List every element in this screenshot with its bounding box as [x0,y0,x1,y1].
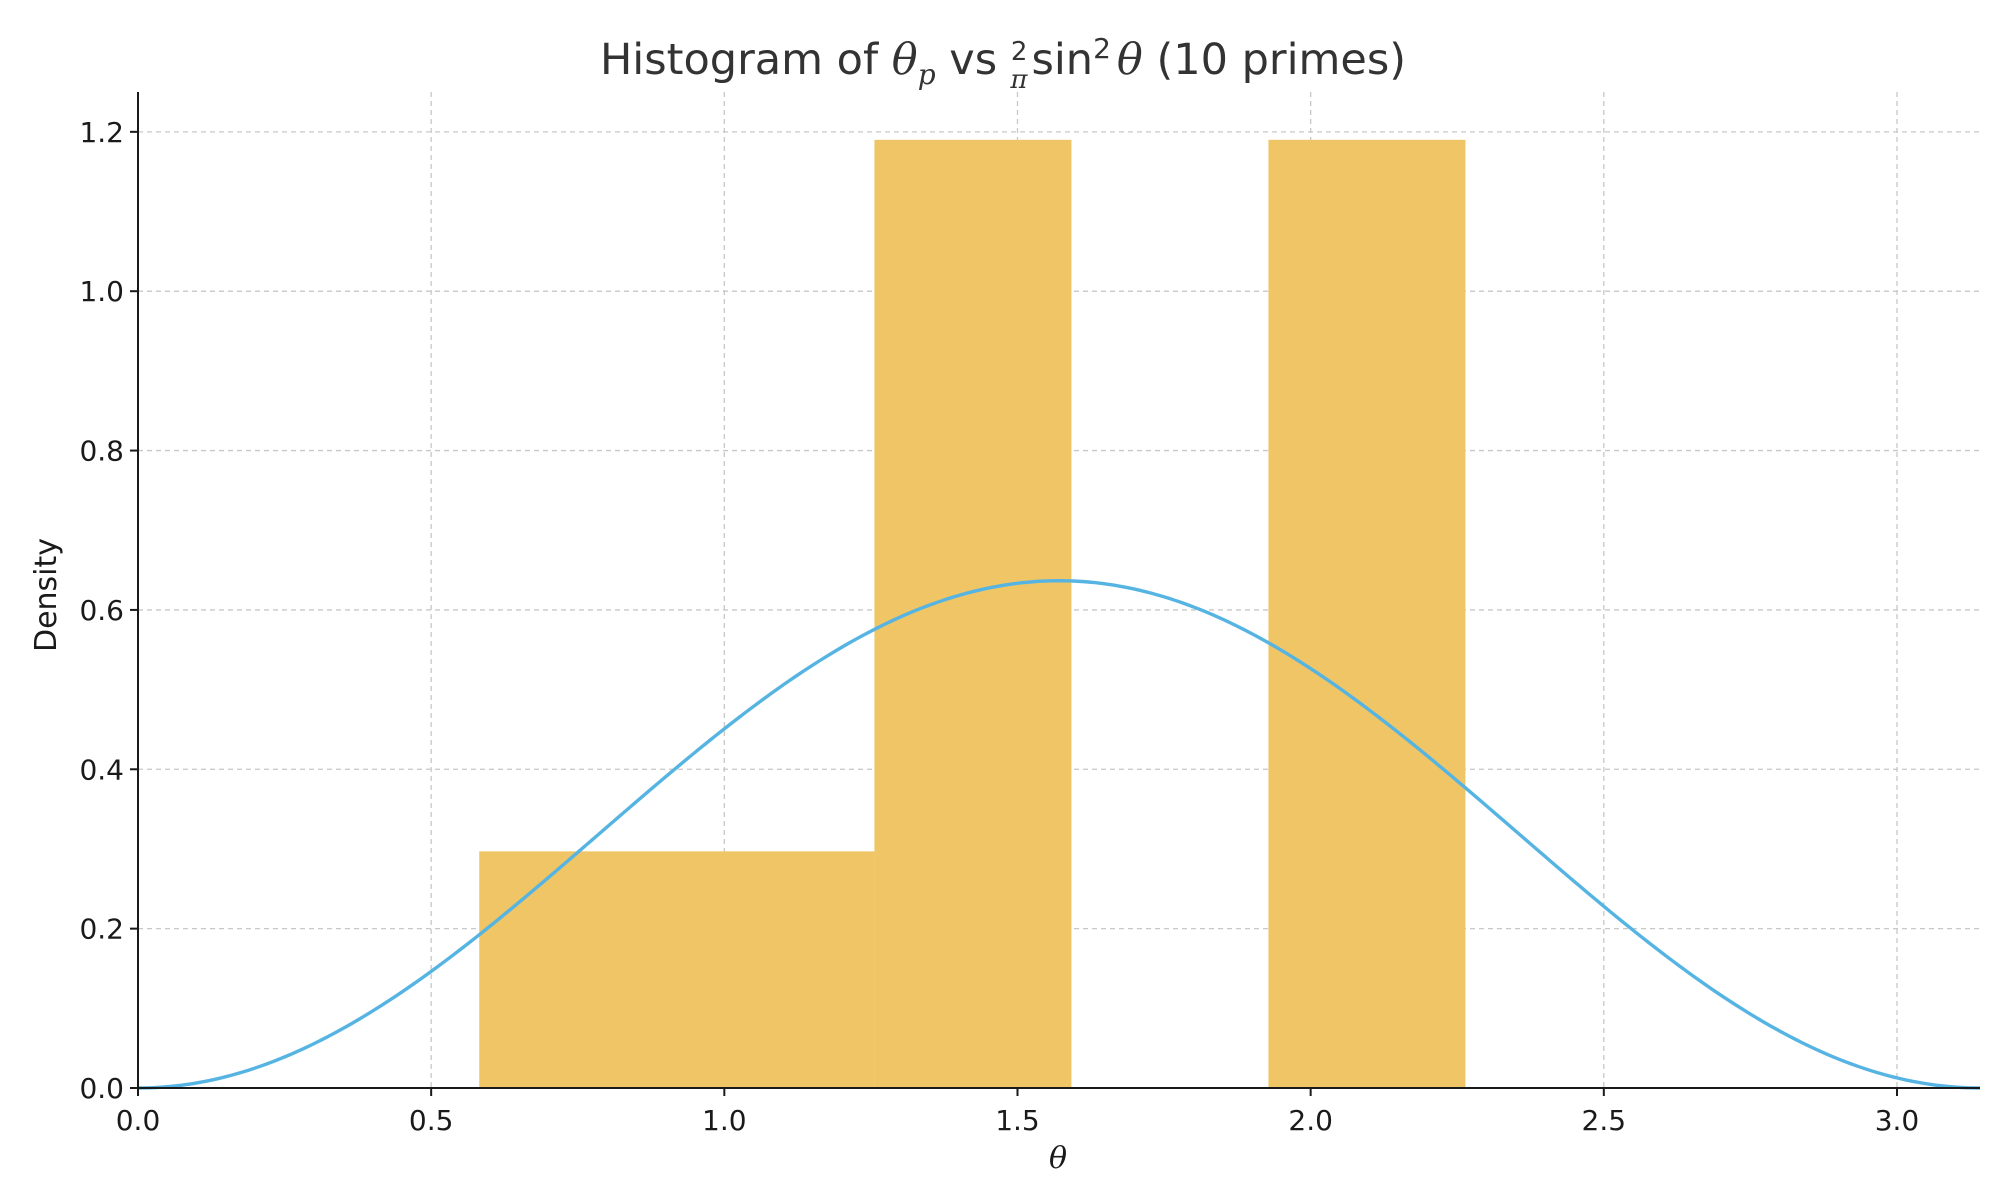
title-sin: sin [1031,35,1093,85]
x-tick-label: 3.0 [1875,1104,1920,1137]
x-tick-label: 0.0 [116,1104,161,1137]
y-tick-label: 0.4 [79,753,124,786]
title-sup-2: 2 [1093,32,1111,65]
axes-layer [137,92,1980,1089]
y-tick-label: 0.2 [79,913,124,946]
x-axis-label: θ [1049,1141,1067,1176]
title-frac-num: 2 [1011,37,1028,67]
y-tick-label: 1.2 [79,116,124,149]
title-vs: vs [936,35,1011,85]
y-tick-label: 0.0 [79,1072,124,1105]
title-sub-p: p [918,58,936,91]
x-tick-label: 1.0 [702,1104,747,1137]
x-tick-label: 0.5 [409,1104,454,1137]
title-theta: θ [892,35,918,85]
title-tail: (10 primes) [1143,35,1406,85]
density-curve-layer [137,579,1981,1090]
chart-title: Histogram of θp vs 2 πsin2 θ (10 primes) [600,32,1406,95]
histogram-bars [479,139,1466,1089]
y-tick-label: 0.6 [79,594,124,627]
x-tick-label: 2.0 [1288,1104,1333,1137]
y-axis-label: Density [29,538,64,652]
histogram-bar [479,851,875,1088]
histogram-bar [1268,139,1466,1089]
y-tick-label: 1.0 [79,275,124,308]
x-tick-label: 1.5 [995,1104,1040,1137]
density-curve [137,579,1981,1090]
y-tick-label: 0.8 [79,435,124,468]
ticks-layer: 0.0 0.5 1.0 1.5 2.0 2.5 3.0 0.0 0.2 0.4 0.6 0.8 1.0 1… [79,116,1919,1137]
title-theta2: θ [1117,35,1143,85]
x-tick-label: 2.5 [1582,1104,1627,1137]
title-frac-den: π [1009,65,1028,95]
title-part1: Histogram of [600,35,892,85]
